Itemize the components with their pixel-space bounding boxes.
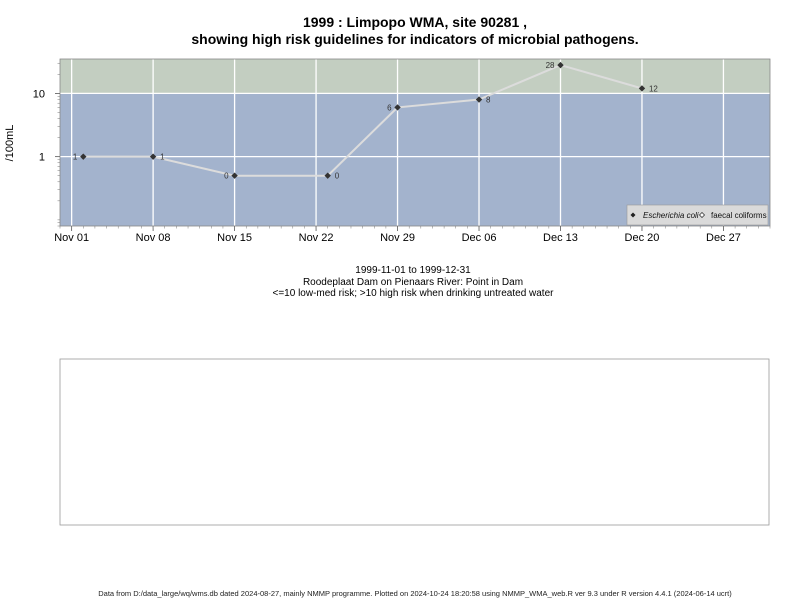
data-point: [324, 172, 331, 179]
legend-faecal-marker: [699, 212, 705, 218]
series-line: [83, 64, 643, 177]
y-tick-label: 1: [39, 152, 45, 164]
x-tick-label: Dec 27: [706, 232, 741, 244]
x-tick-label: Nov 08: [136, 232, 171, 244]
legend: Escherichia coli faecal coliforms: [626, 204, 769, 226]
legend-ecoli-label: Escherichia coli: [643, 211, 699, 220]
x-tick-label: Nov 22: [299, 232, 334, 244]
data-point: [394, 104, 401, 111]
data-point: [149, 153, 157, 160]
data-label: 0: [224, 172, 229, 181]
y-axis: 1 10: [33, 62, 60, 227]
subtitle-line1: 1999-11-01 to 1999-12-31: [355, 265, 471, 276]
x-tick-label: Nov 01: [54, 232, 89, 244]
data-point: [80, 153, 87, 160]
data-label: 8: [486, 96, 491, 105]
chart-title-line2: showing high risk guidelines for indicat…: [191, 31, 638, 47]
x-tick-label: Dec 13: [543, 232, 578, 244]
plot-frame: [59, 58, 771, 227]
x-tick-label: Dec 06: [462, 232, 497, 244]
x-tick-label: Nov 29: [380, 232, 415, 244]
data-label: 1: [160, 153, 165, 162]
subtitle-line3: <=10 low-med risk; >10 high risk when dr…: [273, 288, 555, 299]
y-tick-label: 10: [33, 88, 45, 100]
low-risk-zone: [60, 93, 770, 226]
data-label: 6: [387, 103, 392, 112]
series-escherichia-coli: 1 1 0 0 6 8 28 12: [73, 61, 659, 181]
data-point: [557, 61, 564, 69]
x-tick-label: Dec 20: [625, 232, 660, 244]
data-label: 28: [546, 61, 555, 70]
data-point: [231, 172, 238, 179]
data-point: [638, 85, 646, 92]
data-label: 1: [73, 153, 78, 162]
data-label: 12: [649, 84, 658, 93]
data-point: [475, 96, 483, 103]
legend-ecoli-marker: [630, 212, 636, 218]
empty-second-panel: [59, 358, 770, 526]
plot-area: [59, 58, 771, 227]
data-label: 0: [335, 172, 340, 181]
legend-faecal-label: faecal coliforms: [711, 211, 767, 220]
legend-box: [626, 204, 769, 226]
high-risk-zone: [60, 59, 770, 94]
chart-title-line1: 1999 : Limpopo WMA, site 90281 ,: [303, 14, 527, 30]
y-axis-label: /100mL: [4, 125, 16, 162]
subtitle-line2: Roodeplaat Dam on Pienaars River: Point …: [303, 277, 523, 288]
footer-note: Data from D:/data_large/wq/wms.db dated …: [98, 589, 732, 598]
x-tick-label: Nov 15: [217, 232, 252, 244]
x-axis: Nov 01 Nov 08 Nov 15 Nov 22 Nov 29 Dec 06 Dec …: [54, 226, 771, 244]
